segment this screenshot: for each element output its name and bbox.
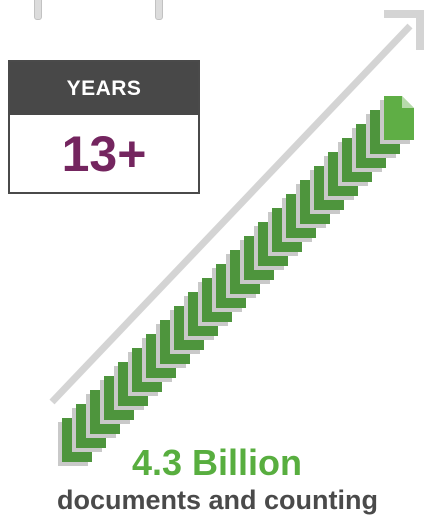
document-icon: [380, 96, 414, 144]
calendar-header: YEARS: [10, 62, 198, 115]
document-stack: [58, 96, 414, 466]
up-right-arrow-icon: [49, 10, 424, 405]
document-count-subline: documents and counting: [57, 485, 378, 515]
years-calendar: YEARS 13+: [8, 60, 200, 194]
document-count-headline: 4.3 Billion: [132, 442, 303, 483]
calendar-header-label: YEARS: [66, 77, 142, 100]
calendar-ring-right: [155, 0, 163, 20]
calendar-ring-left: [34, 0, 42, 20]
calendar-value: 13+: [61, 126, 147, 182]
